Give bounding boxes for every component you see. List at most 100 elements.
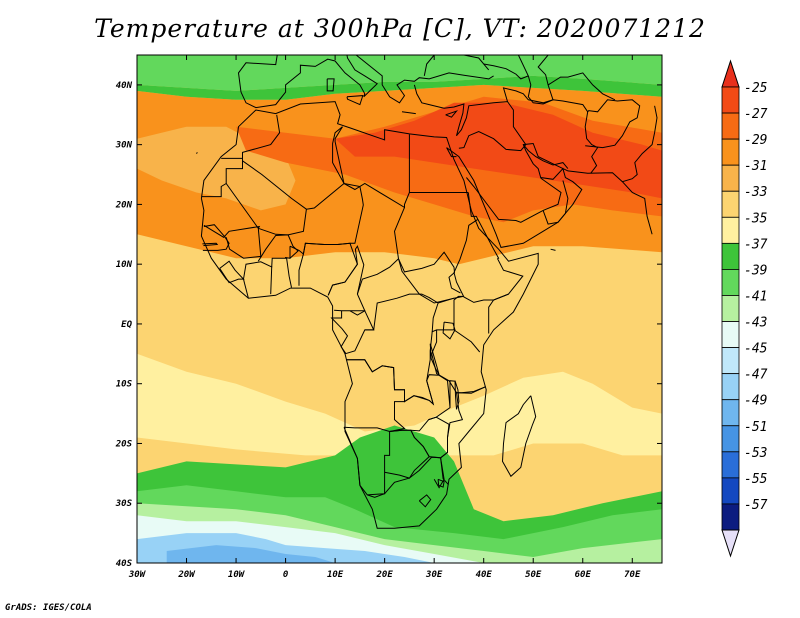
colorbar-bin — [721, 347, 740, 375]
geo-border-drc-north — [344, 293, 439, 355]
lat-tick-label: 30N — [115, 141, 133, 151]
geo-border-gabon-congo — [330, 310, 349, 355]
geo-border-mali-niger — [225, 209, 307, 259]
lat-tick-label: 30S — [115, 499, 133, 509]
colorbar-bin — [721, 164, 740, 192]
geo-border-burkina — [257, 234, 299, 262]
lon-tick-label: 20E — [376, 570, 394, 580]
colorbar-label: -55 — [744, 472, 768, 487]
geo-sicily — [346, 95, 364, 106]
colorbar-label: -53 — [744, 446, 767, 461]
geo-border-nigeria — [298, 242, 358, 296]
geo-border-uganda — [431, 297, 455, 333]
geo-canaries — [196, 152, 198, 154]
geo-border-ghana — [270, 257, 287, 295]
geo-balkans-turkey — [355, 55, 494, 104]
colorbar-bottom-arrow — [721, 529, 740, 558]
colorbar-label: -35 — [744, 211, 768, 226]
geo-persian-gulf — [522, 144, 569, 169]
field-cooler-south-west — [137, 353, 662, 468]
colorbar-label: -47 — [744, 368, 768, 383]
geo-border-senegal — [202, 224, 230, 251]
lon-tick-label: 0 — [283, 570, 289, 580]
lat-tick-label: 20S — [115, 439, 133, 449]
geo-border-somalia — [488, 293, 509, 334]
geo-europe-coast — [237, 55, 278, 93]
geo-border-malawi — [449, 380, 456, 408]
lat-tick-label: 10N — [116, 260, 133, 270]
lon-tick-label: 40E — [476, 570, 493, 580]
geo-border-zambia — [389, 374, 451, 432]
geo-border-caucasus — [483, 63, 529, 80]
colorbar-bin — [721, 321, 740, 348]
lat-tick-label: 20N — [115, 200, 133, 210]
colorbar-bin — [721, 477, 740, 505]
colorbar-bin — [721, 138, 740, 166]
geo-border-mauritania — [203, 183, 261, 238]
lon-tick-label: 20W — [177, 570, 196, 580]
temperature-field — [137, 55, 662, 563]
geo-border-iran — [502, 87, 599, 174]
geo-border-yemen-oman — [542, 180, 569, 225]
colorbar-label: -25 — [744, 81, 768, 96]
colorbar-bin — [721, 242, 740, 270]
geo-black-sea-north — [423, 55, 490, 76]
lat-tick-label: EQ — [121, 320, 132, 330]
colorbar-label: -45 — [744, 342, 768, 357]
colorbar-label: -27 — [744, 107, 768, 122]
geo-border-libya — [334, 126, 410, 209]
geo-border-saudi-south — [466, 177, 562, 223]
geo-border-pak-india — [622, 105, 658, 183]
lon-tick-label: 60E — [575, 570, 592, 580]
colorbar-label: -43 — [744, 316, 767, 331]
longitude-axis: 30W 20W 10W 0 10E 20E 30E 40E 50E 60E 70E — [128, 55, 641, 580]
geo-border-car — [356, 258, 399, 295]
lon-tick-label: 10W — [228, 570, 246, 580]
geo-caspian — [517, 55, 554, 105]
field-arabia-hottest — [335, 102, 662, 199]
colorbar-label: -41 — [744, 289, 767, 304]
colorbar-bin — [721, 399, 740, 427]
colorbar: -25 -27 -29 -31 -33 -35 -37 -39 -41 -43 -45 -47 -49 -… — [721, 59, 768, 558]
geo-cyprus — [445, 110, 459, 118]
colorbar-label: -31 — [744, 159, 767, 174]
colorbar-label: -57 — [744, 498, 768, 513]
geo-border-congo-east — [349, 310, 375, 331]
geo-turkey-south — [413, 84, 465, 136]
geo-border-kenya — [453, 295, 481, 353]
lon-tick-label: 50E — [525, 570, 542, 580]
geo-border-afghan-pak — [585, 99, 641, 149]
geo-lake-malawi — [454, 380, 460, 410]
lat-tick-label: 40N — [116, 81, 133, 91]
geo-iberia-south — [240, 55, 379, 109]
geo-border-turkmen — [547, 72, 616, 101]
colorbar-label: -37 — [744, 237, 768, 252]
geo-border-middle-east — [456, 101, 527, 152]
colorbar-bin — [721, 216, 740, 244]
lon-tick-label: 70E — [624, 570, 641, 580]
latitude-axis: 40N 30N 20N 10N EQ 10S 20S 30S 40S — [115, 81, 662, 569]
coastlines-and-borders — [196, 55, 658, 529]
credit-text: GrADS: IGES/COLA — [5, 603, 92, 613]
colorbar-bin — [721, 451, 740, 479]
geo-africa-coast — [200, 101, 539, 529]
lon-tick-label: 30E — [425, 570, 443, 580]
colorbar-bin — [721, 269, 740, 296]
geo-crete — [401, 111, 416, 115]
geo-socotra — [550, 248, 556, 251]
colorbar-bin — [721, 190, 740, 218]
colorbar-label: -29 — [744, 133, 767, 148]
geo-border-tanzania — [431, 329, 486, 394]
colorbar-bin — [721, 295, 740, 322]
geo-border-gambia — [202, 242, 219, 247]
geo-lake-victoria — [442, 321, 456, 340]
geo-border-lesotho — [418, 494, 432, 508]
lat-tick-label: 40S — [116, 559, 133, 569]
geo-border-eswatini — [437, 478, 445, 488]
colorbar-bin — [721, 112, 740, 140]
geo-border-algeria-mali — [242, 126, 345, 210]
geo-border-guinea — [219, 260, 245, 284]
field-south-deep-blue — [166, 545, 336, 563]
geo-madagascar — [501, 395, 537, 478]
